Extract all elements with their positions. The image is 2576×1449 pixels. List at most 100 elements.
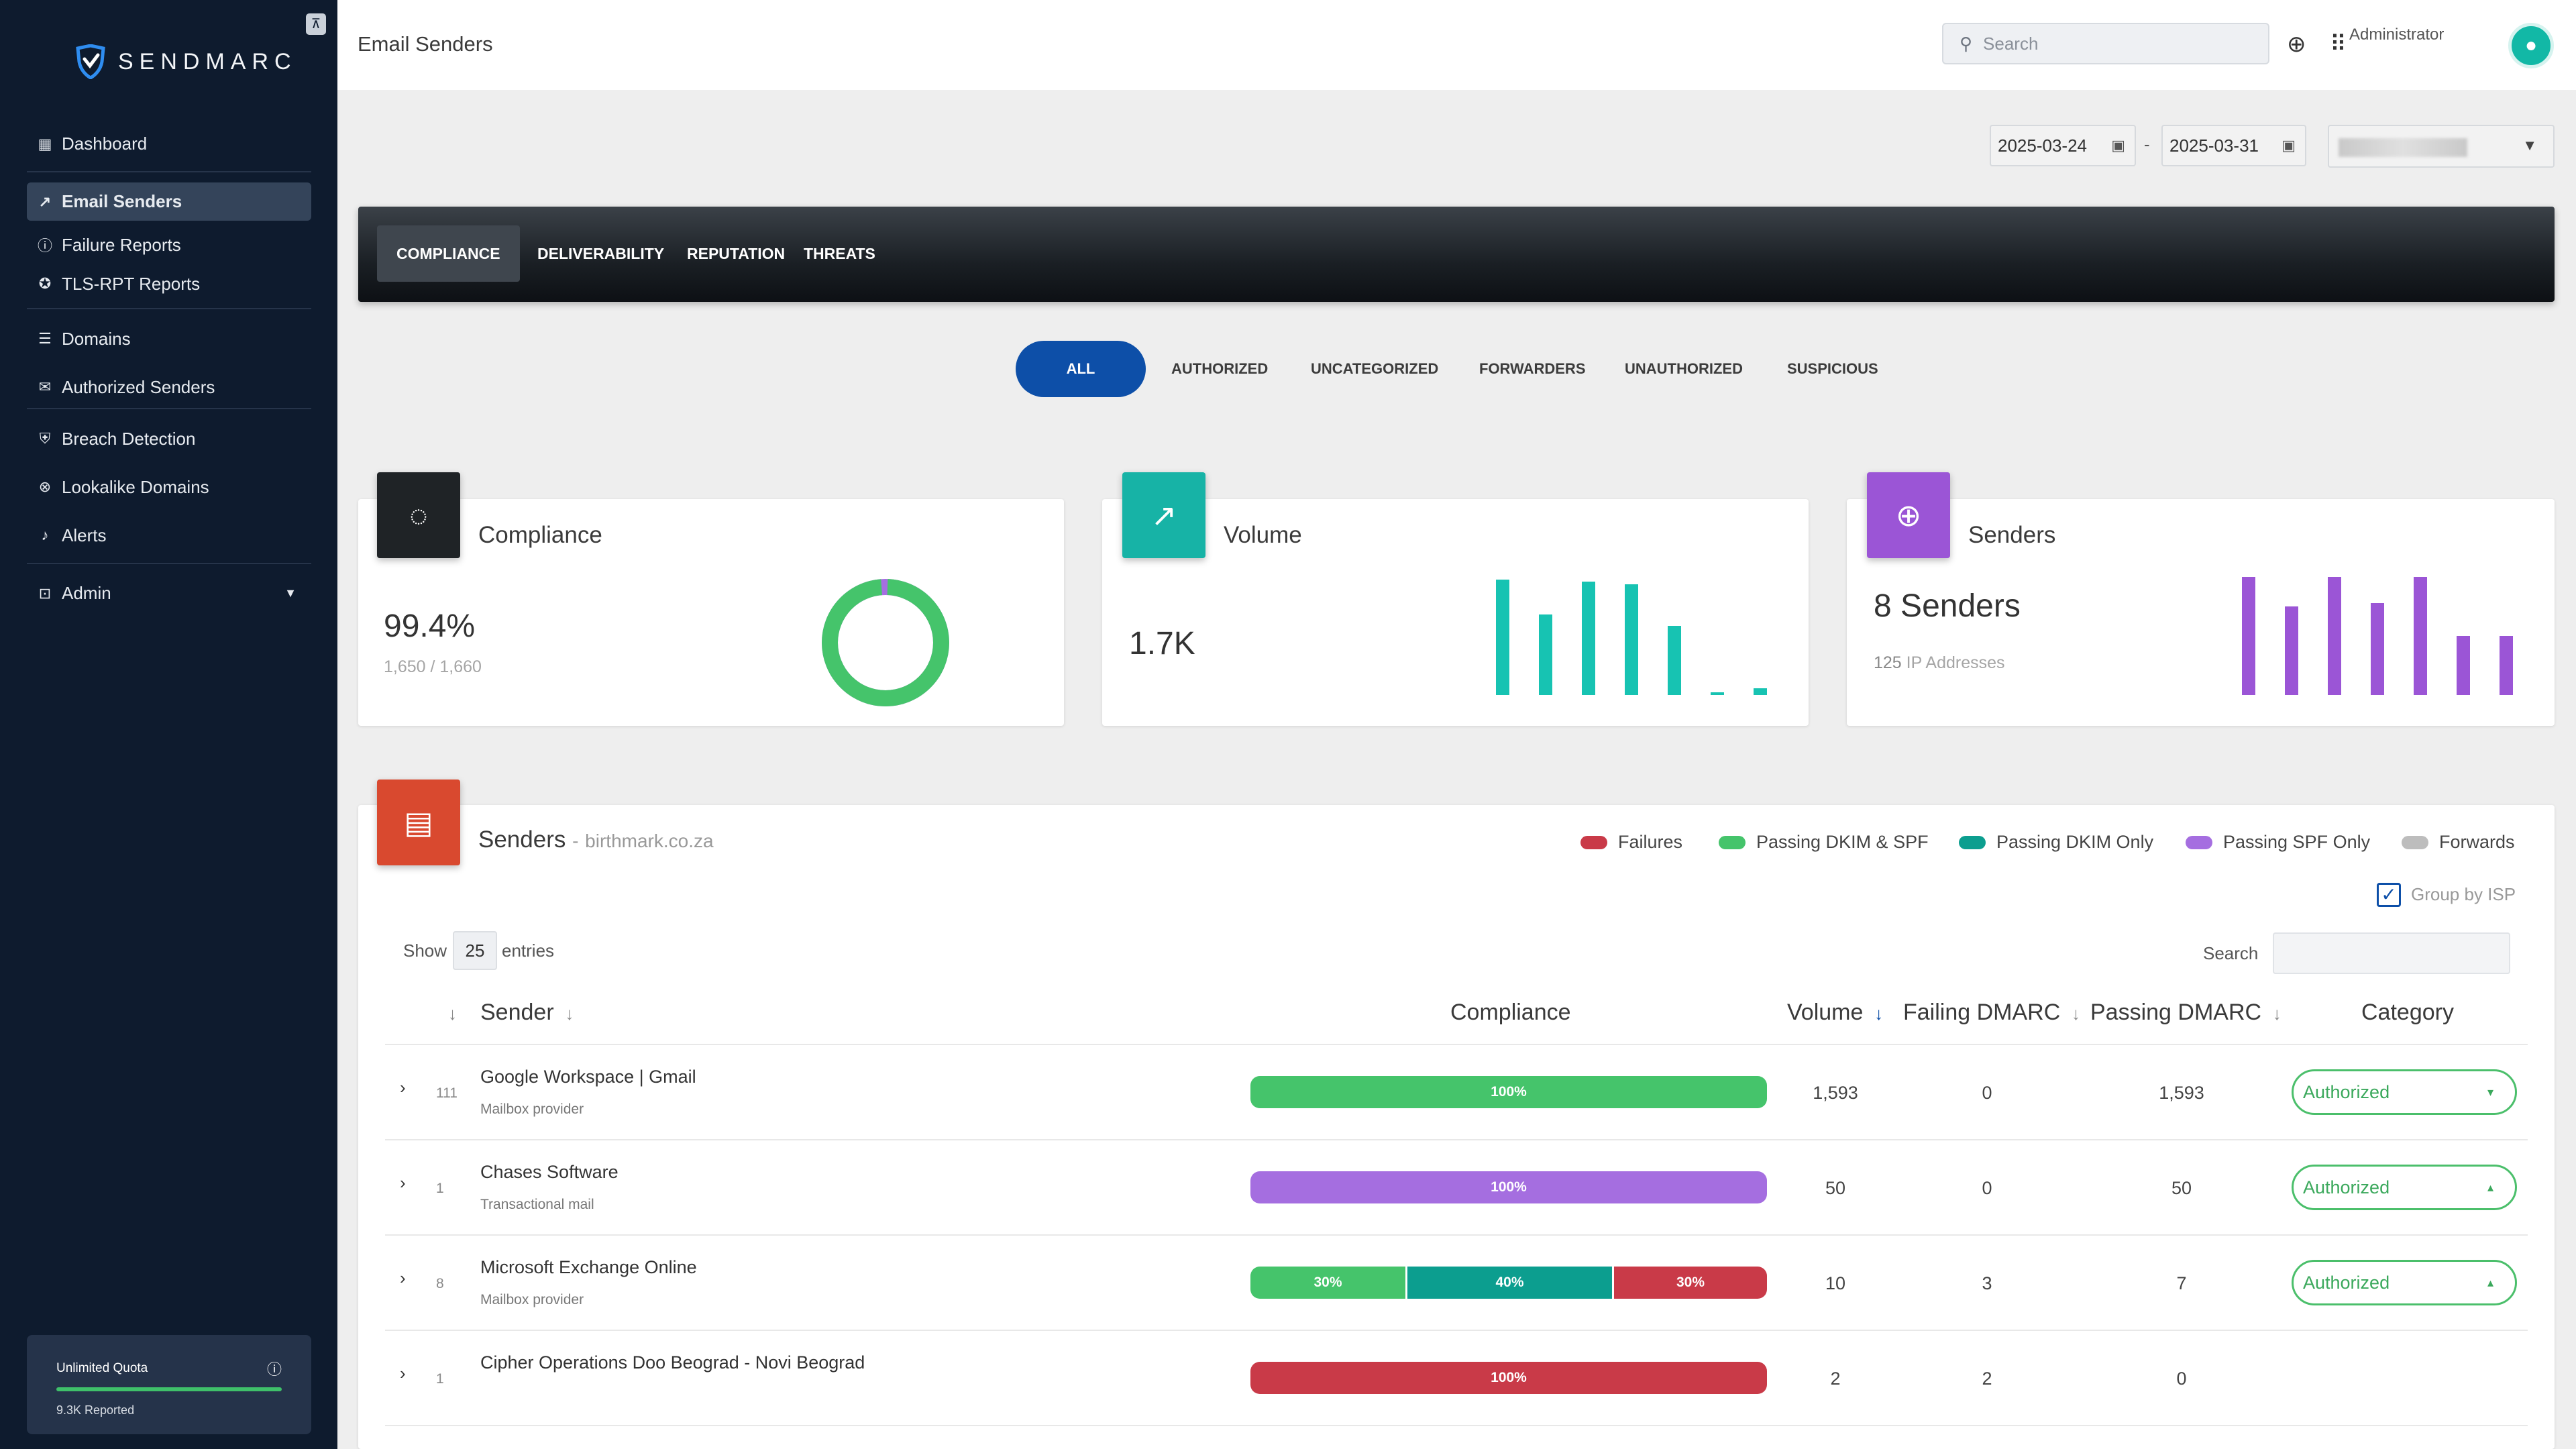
- senders-value: 8 Senders: [1874, 588, 2021, 625]
- legend-failures[interactable]: Failures: [1580, 832, 1682, 853]
- sidebar-item-email-senders[interactable]: ↗ Email Senders: [27, 182, 311, 221]
- search-input[interactable]: ⚲ Search: [1942, 23, 2269, 64]
- filter-suspicious[interactable]: SUSPICIOUS: [1787, 360, 1878, 377]
- sidebar-item-alerts[interactable]: ♪ Alerts: [27, 516, 311, 555]
- expand-chevron-icon[interactable]: ›: [400, 1268, 406, 1288]
- compliance-segment: 100%: [1250, 1362, 1767, 1394]
- sidebar-item-label: Breach Detection: [62, 428, 196, 449]
- row-ip-count: 8: [436, 1276, 444, 1291]
- expand-chevron-icon[interactable]: ›: [400, 1173, 406, 1193]
- col-sender[interactable]: Sender ↓: [480, 1000, 574, 1026]
- category-select[interactable]: Authorized ▴: [2292, 1165, 2517, 1210]
- legend-passing-spf-only[interactable]: Passing SPF Only: [2186, 832, 2370, 853]
- top-bar: Email Senders ⚲ Search ⊕ ⠿ Administrator…: [337, 0, 2576, 90]
- nav-divider: [27, 408, 311, 409]
- volume-title: Volume: [1224, 522, 1302, 548]
- tab-deliverability[interactable]: DELIVERABILITY: [537, 245, 665, 262]
- col-failing-dmarc[interactable]: Failing DMARC ↓: [1903, 1000, 2080, 1026]
- legend-forwards[interactable]: Forwards: [2402, 832, 2515, 853]
- sender-name[interactable]: Chases Software: [480, 1162, 619, 1182]
- help-icon[interactable]: ⓘ: [266, 1361, 282, 1378]
- sender-name[interactable]: Microsoft Exchange Online: [480, 1257, 697, 1277]
- group-by-isp-checkbox[interactable]: ✓: [2377, 883, 2401, 907]
- chevron-down-icon: ▼: [284, 586, 297, 600]
- col-passing-dmarc[interactable]: Passing DMARC ↓: [2090, 1000, 2282, 1026]
- table-divider: [385, 1425, 2528, 1426]
- table-divider: [385, 1139, 2528, 1140]
- sidebar-item-admin[interactable]: ⊡ Admin ▼: [27, 574, 311, 612]
- spark-bar: [1496, 580, 1509, 695]
- sender-name[interactable]: Cipher Operations Doo Beograd - Novi Beo…: [480, 1352, 865, 1373]
- failing-cell: 0: [1982, 1083, 1992, 1103]
- compliance-segment: 30%: [1612, 1267, 1767, 1299]
- sidebar-item-lookalike-domains[interactable]: ⊗ Lookalike Domains: [27, 458, 311, 516]
- col-volume[interactable]: Volume ↓: [1787, 1000, 1883, 1026]
- volume-cell: 1,593: [1813, 1083, 1858, 1103]
- entries-select[interactable]: 25: [453, 931, 497, 970]
- calendar-icon: ▣: [2111, 137, 2125, 154]
- category-select[interactable]: Authorized ▴: [2292, 1260, 2517, 1305]
- col-volume-label: Volume: [1787, 1000, 1864, 1025]
- compliance-bar: 30% 40% 30%: [1250, 1267, 1767, 1299]
- compliance-title: Compliance: [478, 522, 602, 548]
- sidebar-item-authorized-senders[interactable]: ✉ Authorized Senders: [27, 358, 311, 416]
- sidebar-item-domains[interactable]: ☰ Domains: [27, 319, 311, 358]
- filter-forwarders[interactable]: FORWARDERS: [1479, 360, 1586, 377]
- table-search-input[interactable]: [2273, 932, 2510, 974]
- sidebar-item-tls-rpt-reports[interactable]: ✪ TLS-RPT Reports: [27, 260, 311, 308]
- sidebar-item-label: TLS-RPT Reports: [62, 273, 201, 294]
- page-title: Email Senders: [358, 32, 493, 56]
- end-date: 2025-03-31: [2169, 135, 2259, 156]
- sidebar-item-label: Failure Reports: [62, 234, 181, 255]
- group-by-isp-label: Group by ISP: [2411, 884, 2516, 904]
- legend-passing-dkim-only[interactable]: Passing DKIM Only: [1959, 832, 2153, 853]
- redacted-domain: [2339, 138, 2467, 157]
- col-failing-label: Failing DMARC: [1903, 1000, 2061, 1025]
- spark-bar: [2414, 577, 2427, 695]
- table-divider: [385, 1330, 2528, 1331]
- start-date-field[interactable]: 2025-03-24 ▣: [1990, 125, 2136, 166]
- filter-unauthorized[interactable]: UNAUTHORIZED: [1625, 360, 1743, 377]
- expand-chevron-icon[interactable]: ›: [400, 1363, 406, 1383]
- domain-select[interactable]: ▼: [2328, 125, 2555, 168]
- sendmarc-logo[interactable]: SENDMARC: [75, 44, 297, 79]
- passing-cell: 7: [2176, 1273, 2187, 1293]
- sidebar-item-failure-reports[interactable]: ⓘ Failure Reports: [27, 221, 311, 269]
- tab-reputation[interactable]: REPUTATION: [687, 245, 786, 262]
- pin-icon[interactable]: ⊼: [306, 13, 326, 35]
- ip-label: IP Addresses: [1906, 653, 2005, 672]
- legend-swatch: [1959, 835, 1986, 849]
- globe-icon[interactable]: ⊕: [2287, 32, 2306, 57]
- sidebar-item-label: Email Senders: [62, 191, 182, 211]
- legend-passing-dkim-spf[interactable]: Passing DKIM & SPF: [1719, 832, 1929, 853]
- sort-arrow-icon: ↓: [1869, 1004, 1884, 1024]
- legend-label: Passing DKIM Only: [1996, 832, 2154, 852]
- col-compliance: Compliance: [1450, 1000, 1571, 1025]
- sidebar-item-label: Alerts: [62, 525, 107, 545]
- end-date-field[interactable]: 2025-03-31 ▣: [2161, 125, 2306, 166]
- ip-addresses: 125 IP Addresses: [1874, 653, 2005, 673]
- filter-uncategorized[interactable]: UNCATEGORIZED: [1311, 360, 1439, 377]
- sender-name[interactable]: Google Workspace | Gmail: [480, 1067, 696, 1087]
- filter-all[interactable]: ALL: [1016, 341, 1146, 397]
- start-date: 2025-03-24: [1998, 135, 2087, 156]
- category-select[interactable]: Authorized ▾: [2292, 1069, 2517, 1115]
- senders-table-card: [358, 805, 2555, 1449]
- volume-cell: 50: [1825, 1178, 1846, 1198]
- sort-arrow-icon[interactable]: ↓: [448, 1004, 457, 1024]
- passing-cell: 0: [2176, 1368, 2187, 1389]
- senders-table-heading: Senders - birthmark.co.za: [478, 826, 714, 853]
- sidebar-item-dashboard[interactable]: ▦ Dashboard: [27, 125, 311, 163]
- failing-cell: 3: [1982, 1273, 1992, 1293]
- alert-circle-icon: ⓘ: [37, 237, 52, 254]
- expand-chevron-icon[interactable]: ›: [400, 1077, 406, 1097]
- filter-authorized[interactable]: AUTHORIZED: [1171, 360, 1269, 377]
- user-role[interactable]: Administrator: [2349, 25, 2445, 44]
- dashboard-icon: ▦: [38, 135, 52, 152]
- apps-grid-icon[interactable]: ⠿: [2330, 32, 2347, 57]
- avatar[interactable]: ●: [2508, 23, 2554, 68]
- tab-threats[interactable]: THREATS: [804, 245, 875, 262]
- sidebar-item-breach-detection[interactable]: ⛨ Breach Detection: [27, 419, 311, 458]
- quota-panel: Unlimited Quota ⓘ 9.3K Reported: [27, 1335, 311, 1434]
- tab-compliance[interactable]: COMPLIANCE: [377, 225, 520, 282]
